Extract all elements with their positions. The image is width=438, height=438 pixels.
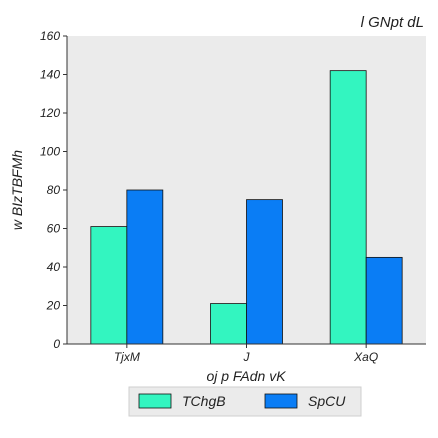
y-tick-label: 160 [40,29,60,43]
y-axis-label: w BIzTBFMh [9,150,25,230]
x-axis: TjxM J XaQ [114,344,378,364]
bar-tchgb-xaq [329,70,367,345]
legend-label-tchgb: TChgB [182,393,226,409]
legend-swatch-spcu [264,393,298,409]
y-tick-label: 0 [53,337,60,351]
bar-tchgb-tjxm [90,226,128,345]
y-tick-label: 20 [46,299,61,313]
y-tick-label: 120 [40,106,60,120]
y-tick-label: 60 [47,222,61,236]
legend: TChgB SpCU [128,386,362,417]
legend-label-spcu: SpCU [308,393,346,409]
bars [90,70,403,345]
bar-spcu-tjxm [126,189,164,345]
x-axis-label: oj p FAdn vK [206,368,286,384]
y-tick-label: 80 [47,183,61,197]
x-tick-label: XaQ [353,350,378,364]
bar-spcu-xaq [365,256,403,345]
y-axis: 0 20 40 60 80 100 120 140 160 [40,29,67,351]
y-tick-label: 100 [40,145,60,159]
legend-swatch-tchgb [138,393,172,409]
chart-title: l GNpt dL [361,14,424,31]
bar-spcu-j [246,199,283,345]
x-tick-label: J [243,350,251,364]
x-tick-label: TjxM [114,350,140,364]
y-tick-label: 140 [40,68,60,82]
y-tick-label: 40 [47,260,61,274]
bar-tchgb-j [210,303,247,345]
